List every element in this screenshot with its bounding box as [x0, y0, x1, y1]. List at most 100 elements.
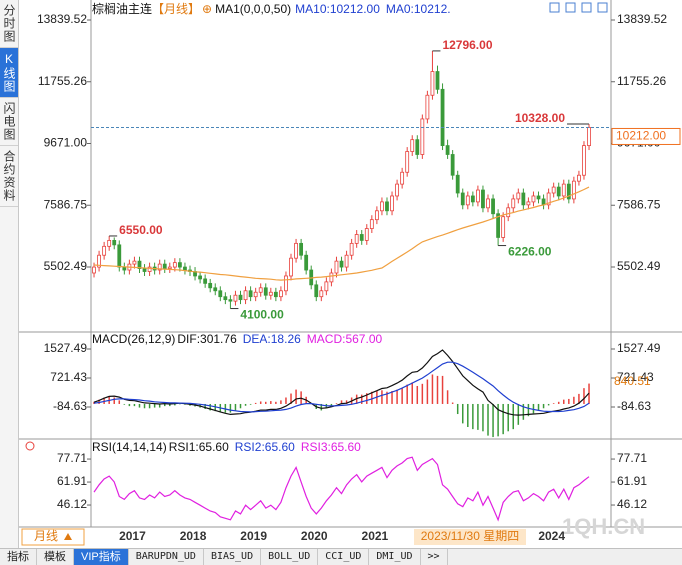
- candle-body: [425, 94, 430, 120]
- candle-body: [132, 260, 137, 265]
- bottom-tab[interactable]: CCI_UD: [318, 549, 370, 565]
- candle-body: [354, 234, 359, 244]
- candle-body: [420, 118, 425, 155]
- macd-line: [93, 361, 590, 413]
- bottom-tab[interactable]: 指标: [0, 549, 37, 565]
- candle-body: [324, 281, 329, 292]
- y-tick-label: 721.43: [50, 370, 87, 384]
- ma-value: MA10:10212.00: [295, 2, 380, 16]
- candle-body: [238, 294, 243, 301]
- settings-icon[interactable]: [25, 441, 35, 451]
- candle-body: [476, 189, 480, 203]
- icon[interactable]: [565, 2, 576, 13]
- rsi-line: [93, 456, 590, 522]
- annotation: 10328.00: [515, 111, 565, 125]
- legend-entry: DEA:18.26: [243, 332, 301, 346]
- bottom-tab[interactable]: DMI_UD: [369, 549, 421, 565]
- legend-entry: RSI1:65.60: [169, 440, 229, 454]
- legend-entry: RSI3:65.60: [301, 440, 361, 454]
- annotation: 4100.00: [240, 308, 284, 322]
- candle-body: [430, 71, 435, 96]
- y-tick-label: 9671.00: [44, 136, 88, 150]
- bottom-tab[interactable]: >>: [421, 549, 448, 565]
- candle-body: [172, 262, 177, 268]
- symbol: 棕榈油主连: [92, 1, 152, 16]
- candle-body: [329, 272, 334, 283]
- sidebar-tab[interactable]: 合约资料: [0, 146, 18, 207]
- watermark: 1QH.CN: [562, 514, 645, 539]
- candle-body: [198, 275, 202, 280]
- candle-body: [561, 183, 566, 197]
- period-button[interactable]: [21, 528, 85, 546]
- candle-body: [369, 219, 374, 229]
- chart: 1QH.CN 月线 2023/11/30 星期四 棕榈油主连【月线】 ⊕ MA1(0…: [18, 0, 682, 546]
- x-tick-label: 2020: [301, 529, 328, 543]
- x-tick-label: 2024: [538, 529, 565, 543]
- y-tick-label: 1527.49: [44, 341, 88, 355]
- add-icon[interactable]: ⊕: [202, 2, 212, 16]
- period: 【月线】: [152, 2, 200, 16]
- y-tick-label: 5502.49: [44, 259, 88, 273]
- candle-body: [92, 266, 96, 274]
- y-tick-label: -84.63: [53, 399, 87, 413]
- candle-body: [455, 174, 460, 194]
- legend-entry: RSI2:65.60: [235, 440, 295, 454]
- candle-body: [304, 254, 309, 271]
- bottom-tab[interactable]: BARUPDN_UD: [129, 549, 204, 565]
- y-tick-label: 11755.26: [617, 74, 666, 88]
- icon[interactable]: [597, 2, 608, 13]
- candle-body: [339, 260, 344, 268]
- bottom-tab[interactable]: BIAS_UD: [204, 549, 262, 565]
- candle-body: [102, 245, 107, 256]
- ma-line: [93, 186, 590, 281]
- candle-body: [319, 290, 324, 298]
- icon[interactable]: [581, 2, 592, 13]
- sidebar-tab[interactable]: 闪电图: [0, 98, 18, 146]
- candle-body: [183, 266, 187, 271]
- candle-body: [117, 244, 122, 268]
- last-price-label: 10212.00: [616, 129, 666, 143]
- candle-body: [374, 210, 379, 221]
- candle-body: [511, 198, 516, 209]
- candle-body: [526, 201, 531, 206]
- y-tick-label: 77.71: [57, 451, 87, 465]
- bottom-tab[interactable]: 模板: [37, 549, 74, 565]
- candle-body: [162, 263, 167, 269]
- icon[interactable]: [549, 2, 560, 13]
- crosshair-label: 2023/11/30 星期四: [421, 529, 520, 543]
- period-button-label[interactable]: 月线: [34, 529, 58, 543]
- candle-body: [112, 240, 117, 246]
- candle-body: [208, 282, 213, 289]
- candle-body: [445, 145, 450, 155]
- candle-body: [516, 192, 521, 200]
- y-tick-label: 13839.52: [37, 12, 87, 26]
- candle-body: [582, 145, 586, 176]
- candle-body: [228, 299, 233, 302]
- bottom-tab[interactable]: VIP指标: [74, 549, 129, 565]
- candle-body: [385, 201, 389, 212]
- candle-body: [400, 171, 405, 185]
- candle-body: [334, 260, 339, 274]
- candle-body: [233, 294, 238, 302]
- header: 棕榈油主连【月线】 ⊕ MA1(0,0,0,50) MA10:10212.00 MA0:…: [92, 1, 451, 16]
- candle-body: [203, 278, 208, 284]
- candle-body: [506, 207, 511, 218]
- candle-body: [223, 296, 228, 301]
- sidebar-tab[interactable]: K线图: [0, 48, 18, 98]
- candle-body: [566, 183, 571, 200]
- candle-body: [258, 287, 263, 293]
- candle-body: [546, 192, 551, 206]
- x-tick-label: 2019: [240, 529, 267, 543]
- crosshair-label-bg: [414, 529, 526, 545]
- indicator-title: MACD(26,12,9): [92, 332, 175, 346]
- sidebar-tab[interactable]: 分时图: [0, 0, 18, 48]
- candle-body: [491, 198, 495, 215]
- candle-body: [177, 262, 182, 268]
- bottom-tab[interactable]: BOLL_UD: [261, 549, 319, 565]
- y-tick-label: 77.71: [617, 451, 647, 465]
- header-icons[interactable]: [549, 2, 608, 13]
- x-tick-label: 2021: [362, 529, 389, 543]
- y-tick-label: 1527.49: [617, 341, 661, 355]
- period-arrow[interactable]: [64, 533, 72, 540]
- ma-value: MA0:10212.: [386, 2, 451, 16]
